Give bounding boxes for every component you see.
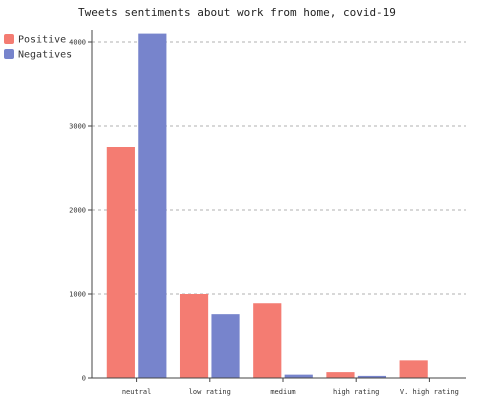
bar-positive-neutral xyxy=(106,147,135,378)
legend-label-positive: Positive xyxy=(18,35,66,46)
x-axis-categories: neutral low rating medium high rating V. hig… xyxy=(122,378,459,396)
y-axis-ticks: 0 1000 2000 3000 4000 xyxy=(69,39,92,383)
x-tick-label-v-high-rating: V. high rating xyxy=(400,388,459,396)
bar-negatives-low-rating xyxy=(211,314,240,378)
x-tick-label-high-rating: high rating xyxy=(333,388,379,396)
bar-positive-high-rating xyxy=(326,372,355,378)
y-tick-label-4000: 4000 xyxy=(69,39,86,47)
bar-positive-medium xyxy=(253,303,282,378)
x-tick-label-medium: medium xyxy=(270,388,295,396)
legend-swatch-negatives xyxy=(4,49,14,59)
y-tick-label-3000: 3000 xyxy=(69,123,86,131)
bar-negatives-high-rating xyxy=(357,375,387,378)
y-tick-label-2000: 2000 xyxy=(69,207,86,215)
x-tick-label-low-rating: low rating xyxy=(189,388,231,396)
y-tick-label-1000: 1000 xyxy=(69,291,86,299)
legend: Positive Negatives xyxy=(4,34,72,61)
y-tick-label-0: 0 xyxy=(82,375,86,383)
chart-title: Tweets sentiments about work from home, … xyxy=(78,6,396,19)
bar-positive-v-high-rating xyxy=(399,360,428,378)
legend-swatch-positive xyxy=(4,34,14,44)
x-tick-label-neutral: neutral xyxy=(122,388,152,396)
bar-negatives-medium xyxy=(284,374,313,378)
bars xyxy=(106,33,428,378)
bar-positive-low-rating xyxy=(179,294,209,378)
legend-label-negatives: Negatives xyxy=(18,50,72,61)
bar-negatives-neutral xyxy=(138,33,167,378)
